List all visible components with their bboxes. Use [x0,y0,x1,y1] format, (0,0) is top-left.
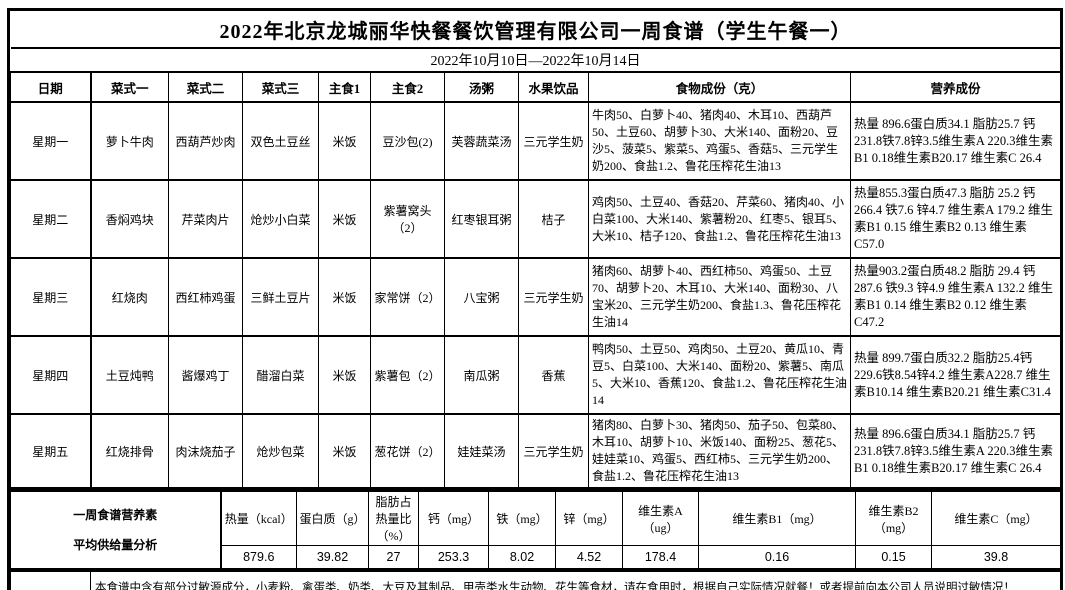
remarks-label: 备注 [10,569,91,590]
dish-cell: 醋溜白菜 [242,335,319,415]
dish-cell: 酱爆鸡丁 [168,335,243,415]
date-range: 2022年10月10日—2022年10月14日 [10,48,1061,73]
summary-label: 一周食谱营养素 平均供给量分析 [10,489,222,569]
metric-value-iron: 8.02 [488,545,556,569]
ingredients-cell: 鸡肉50、土豆40、香菇20、芹菜60、猪肉40、小白菜100、大米140、紫薯… [588,179,851,259]
day-cell: 星期三 [10,257,92,337]
dish-cell: 香焖鸡块 [90,179,169,259]
remarks-table: 备注 本食谱中含有部分过敏源成分，小麦粉、禽蛋类、奶类、大豆及其制品、甲壳类水生… [10,569,1061,590]
metric-value-zinc: 4.52 [555,545,623,569]
summary-table: 一周食谱营养素 平均供给量分析 热量（kcal） 蛋白质（g） 脂肪占热量比（%… [10,489,1061,569]
metric-header-vitamin-c: 维生素C（mg） [931,489,1061,546]
fruit-drink-cell: 三元学生奶 [518,257,589,337]
col-header-date: 日期 [10,71,92,103]
summary-label-line1: 一周食谱营养素 [73,508,158,522]
day-cell: 星期一 [10,101,92,181]
ingredients-cell: 猪肉80、白萝卜30、猪肉50、茄子50、包菜80、木耳10、胡萝卜10、米饭1… [588,413,851,489]
staple-cell: 米饭 [318,101,371,181]
col-header-dish2: 菜式二 [168,71,243,103]
soup-cell: 娃娃菜汤 [444,413,519,489]
col-header-ingredients: 食物成份（克） [588,71,851,103]
ingredients-cell: 牛肉50、白萝卜40、猪肉40、木耳10、西葫芦50、土豆60、胡萝卜30、大米… [588,101,851,181]
dish-cell: 炝炒小白菜 [242,179,319,259]
metric-header-calcium: 钙（mg） [418,489,489,546]
summary-label-line2: 平均供给量分析 [73,538,158,552]
col-header-fruit-drink: 水果饮品 [518,71,589,103]
staple-cell: 米饭 [318,413,371,489]
fruit-drink-cell: 香蕉 [518,335,589,415]
col-header-dish1: 菜式一 [90,71,169,103]
staple-cell: 米饭 [318,179,371,259]
metric-value-energy: 879.6 [220,545,297,569]
menu-table-border: 2022年北京龙城丽华快餐餐饮管理有限公司一周食谱（学生午餐一） 2022年10… [7,8,1063,590]
dish-cell: 红烧肉 [90,257,169,337]
col-header-staple1: 主食1 [318,71,371,103]
staple-cell: 葱花饼（2） [370,413,445,489]
nutrition-cell: 热量903.2蛋白质48.2 脂肪 29.4 钙287.6 铁9.3 锌4.9 … [849,257,1062,337]
nutrition-cell: 热量855.3蛋白质47.3 脂肪 25.2 钙266.4 铁7.6 锌4.7 … [849,179,1062,259]
metric-header-energy: 热量（kcal） [220,489,297,546]
day-cell: 星期五 [10,413,92,489]
nutrition-cell: 热量 896.6蛋白质34.1 脂肪25.7 钙231.8铁7.8锌3.5维生素… [849,101,1062,181]
metric-header-vitamin-b2: 维生素B2（mg） [855,489,932,546]
col-header-soup: 汤粥 [444,71,519,103]
dish-cell: 萝卜牛肉 [90,101,169,181]
dish-cell: 三鲜土豆片 [242,257,319,337]
metric-header-zinc: 锌（mg） [555,489,623,546]
day-cell: 星期二 [10,179,92,259]
dish-cell: 双色土豆丝 [242,101,319,181]
fruit-drink-cell: 三元学生奶 [518,413,589,489]
staple-cell: 紫薯窝头（2） [370,179,445,259]
staple-cell: 豆沙包(2) [370,101,445,181]
dish-cell: 炝炒包菜 [242,413,319,489]
nutrition-cell: 热量 899.7蛋白质32.2 脂肪25.4钙229.6铁8.54锌4.2 维生… [849,335,1062,415]
soup-cell: 八宝粥 [444,257,519,337]
metric-value-vitamin-b2: 0.15 [855,545,932,569]
fruit-drink-cell: 三元学生奶 [518,101,589,181]
ingredients-cell: 鸭肉50、土豆50、鸡肉50、土豆20、黄瓜10、青豆5、白菜100、大米140… [588,335,851,415]
staple-cell: 米饭 [318,335,371,415]
metric-header-vitamin-b1: 维生素B1（mg） [698,489,856,546]
soup-cell: 南瓜粥 [444,335,519,415]
main-table: 2022年北京龙城丽华快餐餐饮管理有限公司一周食谱（学生午餐一） 2022年10… [10,11,1062,489]
dish-cell: 芹菜肉片 [168,179,243,259]
metric-value-fat-ratio: 27 [368,545,419,569]
metric-value-calcium: 253.3 [418,545,489,569]
dish-cell: 土豆炖鸭 [90,335,169,415]
staple-cell: 家常饼（2） [370,257,445,337]
ingredients-cell: 猪肉60、胡萝卜40、西红柿50、鸡蛋50、土豆70、胡萝卜20、木耳10、大米… [588,257,851,337]
dish-cell: 西红柿鸡蛋 [168,257,243,337]
remark-line-1: 本食谱中含有部分过敏源成分，小麦粉、禽蛋类、奶类、大豆及其制品、甲壳类水生动物、… [92,574,1060,590]
metric-value-vitamin-b1: 0.16 [698,545,856,569]
staple-cell: 紫薯包（2） [370,335,445,415]
metric-value-vitamin-c: 39.8 [931,545,1061,569]
soup-cell: 芙蓉蔬菜汤 [444,101,519,181]
metric-value-protein: 39.82 [296,545,369,569]
metric-header-protein: 蛋白质（g） [296,489,369,546]
fruit-drink-cell: 桔子 [518,179,589,259]
col-header-dish3: 菜式三 [242,71,319,103]
menu-title: 2022年北京龙城丽华快餐餐饮管理有限公司一周食谱（学生午餐一） [10,11,1061,49]
col-header-nutrition: 营养成份 [849,71,1062,103]
nutrition-cell: 热量 896.6蛋白质34.1 脂肪25.7 钙231.8铁7.8锌3.5维生素… [849,413,1062,489]
soup-cell: 红枣银耳粥 [444,179,519,259]
day-cell: 星期四 [10,335,92,415]
dish-cell: 西葫芦炒肉 [168,101,243,181]
dish-cell: 肉沫烧茄子 [168,413,243,489]
metric-header-iron: 铁（mg） [488,489,556,546]
staple-cell: 米饭 [318,257,371,337]
metric-header-fat-ratio: 脂肪占热量比（%） [368,489,419,546]
dish-cell: 红烧排骨 [90,413,169,489]
col-header-staple2: 主食2 [370,71,445,103]
metric-value-vitamin-a: 178.4 [622,545,699,569]
metric-header-vitamin-a: 维生素A（ug） [622,489,699,546]
remarks-body: 本食谱中含有部分过敏源成分，小麦粉、禽蛋类、奶类、大豆及其制品、甲壳类水生动物、… [90,569,1061,590]
